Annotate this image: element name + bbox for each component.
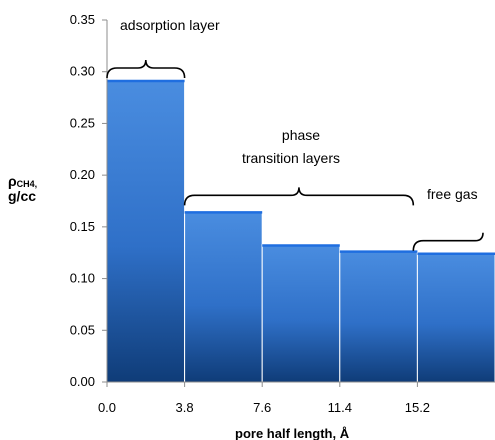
y-tick-label: 0.25 — [70, 115, 95, 130]
annotation-transition-layers: transition layers — [242, 150, 340, 166]
x-tick-label: 15.2 — [405, 400, 430, 415]
y-tick-label: 0.15 — [70, 219, 95, 234]
y-axis-label-line2: g/cc — [8, 188, 36, 204]
x-tick-label: 3.8 — [176, 400, 194, 415]
y-tick-label: 0.30 — [70, 64, 95, 79]
bar-1 — [184, 210, 263, 383]
bars-group — [106, 79, 495, 383]
x-axis-label: pore half length, Å — [235, 426, 350, 440]
y-tick-label: 0.00 — [70, 374, 95, 389]
bar-2 — [261, 243, 341, 383]
x-tick-label: 0.0 — [98, 400, 116, 415]
y-axis-label-line1: ρCH4, — [8, 173, 37, 189]
y-tick-label: 0.10 — [70, 271, 95, 286]
ticks-group: 0.00 0.05 0.10 0.15 0.20 0.25 0.30 0.35 0.0 3.8 7.… — [70, 12, 430, 415]
bar-0 — [106, 79, 186, 383]
x-tick-label: 11.4 — [328, 400, 352, 415]
annotations-group — [106, 59, 484, 251]
x-tick-label: 7.6 — [253, 400, 271, 415]
annotation-adsorption-layer: adsorption layer — [120, 17, 220, 33]
annotation-free-gas: free gas — [427, 186, 478, 202]
brace-free-gas — [412, 232, 484, 251]
axes-group — [106, 20, 495, 383]
y-tick-label: 0.35 — [70, 12, 95, 27]
y-tick-label: 0.20 — [70, 167, 95, 182]
y-tick-label: 0.05 — [70, 322, 95, 337]
bar-4 — [416, 252, 495, 383]
bar-3 — [339, 250, 418, 383]
annotation-phase: phase — [282, 127, 320, 143]
brace-adsorption-layer — [106, 59, 186, 79]
brace-phase-transition-layers — [183, 187, 415, 206]
